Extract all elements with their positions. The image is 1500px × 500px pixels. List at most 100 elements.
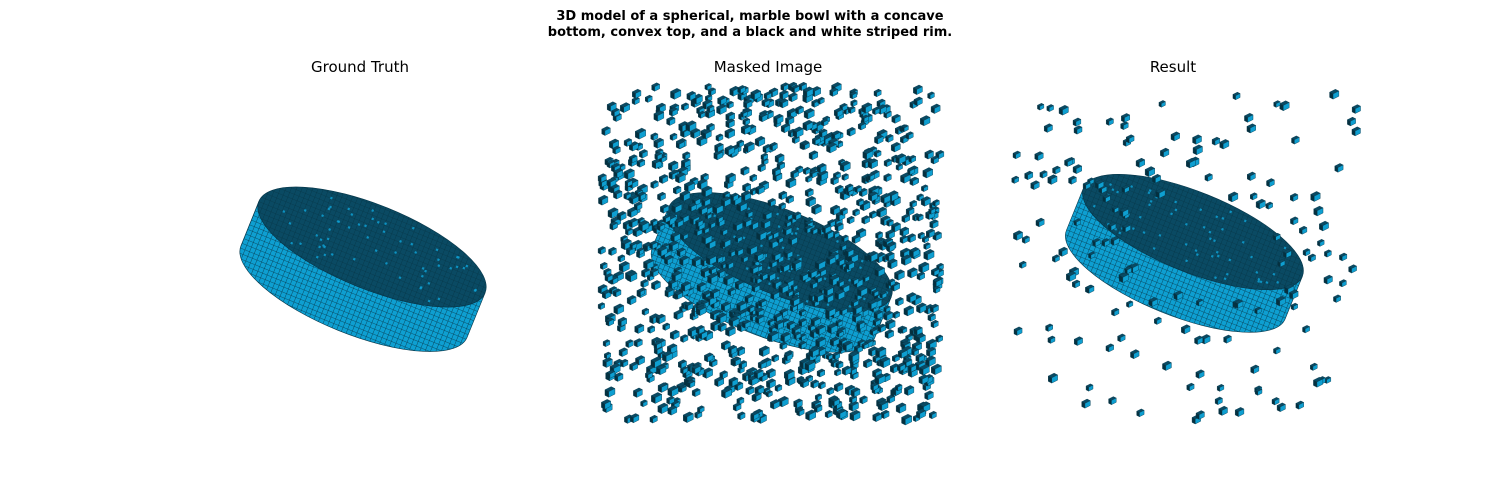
voxel-cube bbox=[895, 402, 907, 414]
panel-title-ground-truth: Ground Truth bbox=[311, 58, 409, 76]
voxel-cube bbox=[1219, 139, 1230, 150]
voxel-cube bbox=[723, 274, 735, 286]
voxel-cube bbox=[825, 306, 836, 318]
voxel-cube bbox=[810, 379, 820, 389]
voxel-cube bbox=[915, 408, 926, 420]
voxel-cube bbox=[743, 141, 755, 153]
voxel-cube bbox=[1082, 181, 1091, 190]
voxel-cube bbox=[613, 303, 625, 315]
voxel-cube bbox=[744, 293, 754, 304]
voxel-cube bbox=[658, 174, 669, 184]
voxel-cube bbox=[716, 312, 728, 324]
voxel-cube bbox=[668, 240, 679, 252]
voxel-cube bbox=[604, 386, 616, 398]
voxel-cube bbox=[673, 309, 684, 320]
voxel-cube bbox=[1284, 283, 1295, 295]
voxel-cube bbox=[829, 336, 840, 347]
voxel-cube bbox=[918, 374, 929, 385]
voxel-cube bbox=[895, 153, 907, 165]
voxel-cube bbox=[715, 133, 724, 142]
voxel-cube bbox=[852, 304, 863, 315]
voxel-cube bbox=[798, 318, 808, 328]
voxel-cube bbox=[608, 286, 618, 295]
voxel-cube bbox=[638, 149, 648, 159]
voxel-cube bbox=[740, 254, 749, 263]
voxel-cube bbox=[894, 297, 904, 307]
panel-title-masked-image: Masked Image bbox=[713, 58, 823, 76]
voxel-cube bbox=[691, 364, 702, 375]
voxel-cube bbox=[817, 96, 825, 105]
voxel-cube bbox=[701, 129, 712, 140]
voxel-cube bbox=[799, 378, 810, 389]
voxel-cube bbox=[816, 163, 827, 174]
ground-truth-voxel-render bbox=[239, 186, 487, 352]
voxel-cube bbox=[612, 145, 621, 155]
voxel-cube bbox=[714, 142, 724, 153]
voxel-cube bbox=[663, 255, 674, 266]
voxel-cube bbox=[1024, 170, 1034, 181]
voxel-cube bbox=[868, 210, 878, 219]
voxel-cube bbox=[885, 242, 896, 252]
voxel-cube bbox=[1312, 376, 1324, 388]
voxel-cube bbox=[899, 235, 909, 244]
voxel-cube bbox=[626, 295, 637, 306]
voxel-cube bbox=[649, 240, 658, 250]
voxel-cube bbox=[1105, 343, 1115, 353]
voxel-cube bbox=[1277, 259, 1286, 268]
voxel-cube bbox=[605, 317, 615, 327]
voxel-cube bbox=[749, 173, 758, 182]
voxel-cube bbox=[784, 219, 792, 228]
voxel-cube bbox=[930, 267, 940, 277]
voxel-cube bbox=[695, 218, 704, 227]
voxel-cube bbox=[897, 348, 908, 359]
voxel-cube bbox=[835, 360, 844, 369]
voxel-cube bbox=[640, 399, 648, 408]
voxel-cube bbox=[877, 323, 887, 333]
voxel-cube bbox=[1012, 230, 1024, 241]
voxel-cube bbox=[1158, 100, 1166, 108]
voxel-cube bbox=[633, 338, 643, 348]
voxel-cube bbox=[747, 304, 756, 313]
voxel-cube bbox=[816, 368, 826, 378]
voxel-cube bbox=[644, 94, 653, 103]
voxel-cube bbox=[777, 396, 789, 408]
voxel-cube bbox=[636, 247, 645, 256]
voxel-cube bbox=[710, 320, 722, 332]
voxel-cube bbox=[1250, 364, 1260, 374]
voxel-cube bbox=[1144, 166, 1156, 178]
voxel-cube bbox=[608, 138, 620, 150]
voxel-cube bbox=[776, 161, 786, 170]
voxel-cube bbox=[644, 370, 653, 380]
voxel-cube bbox=[1302, 248, 1311, 257]
voxel-cube bbox=[601, 126, 611, 136]
voxel-cube bbox=[867, 299, 878, 310]
voxel-cube bbox=[655, 313, 666, 325]
voxel-disc bbox=[1065, 173, 1304, 333]
voxel-cube bbox=[1052, 165, 1061, 175]
voxel-cube bbox=[1310, 191, 1321, 202]
voxel-cube bbox=[930, 103, 941, 114]
voxel-cube bbox=[779, 341, 788, 350]
voxel-cube bbox=[932, 277, 943, 288]
voxel-cube bbox=[756, 229, 768, 241]
voxel-cube bbox=[1045, 323, 1054, 332]
voxel-cube bbox=[1234, 407, 1245, 417]
voxel-cube bbox=[802, 166, 811, 175]
voxel-cube bbox=[891, 113, 901, 124]
voxel-cube bbox=[905, 206, 915, 216]
voxel-cube bbox=[920, 196, 931, 207]
voxel-cube bbox=[1121, 223, 1131, 233]
voxel-cube bbox=[792, 126, 804, 139]
voxel-cube bbox=[849, 91, 858, 100]
voxel-cube bbox=[1195, 369, 1205, 379]
voxel-cube bbox=[654, 151, 663, 161]
voxel-cube bbox=[854, 185, 862, 194]
voxel-cube bbox=[1180, 324, 1191, 335]
voxel-cube bbox=[803, 108, 815, 120]
voxel-cube bbox=[805, 409, 817, 421]
voxel-cube bbox=[789, 296, 801, 307]
voxel-cube bbox=[1072, 164, 1083, 174]
voxel-cube bbox=[612, 189, 623, 200]
voxel-cube bbox=[901, 213, 911, 223]
voxel-cube bbox=[1064, 157, 1073, 167]
